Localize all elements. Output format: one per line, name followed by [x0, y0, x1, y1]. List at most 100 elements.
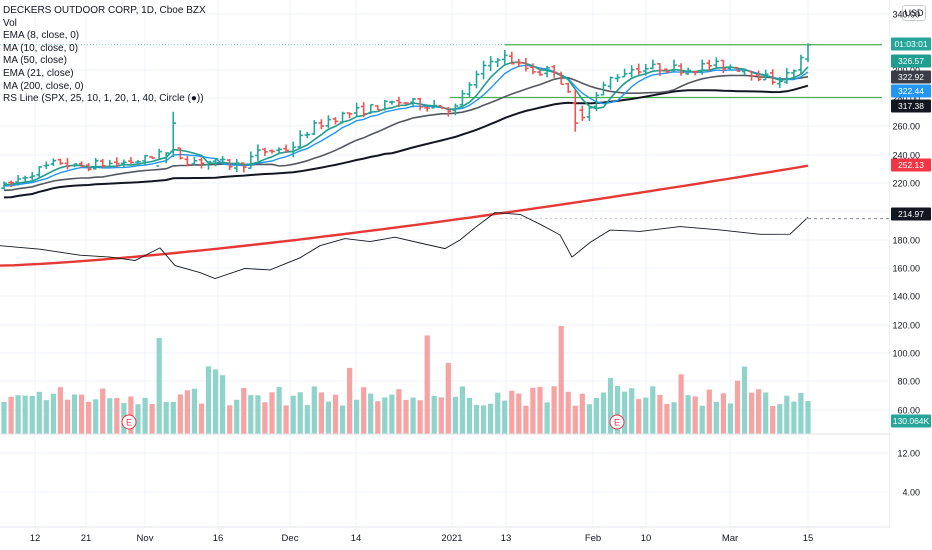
- time-tick-label: Mar: [722, 533, 738, 544]
- legend-vol[interactable]: Vol: [3, 17, 17, 29]
- price-scale[interactable]: 340.00320.00300.00280.00260.00240.00220.…: [890, 0, 932, 535]
- legend-ema8[interactable]: EMA (8, close, 0): [3, 30, 80, 42]
- legend-ma50[interactable]: MA (50, close): [3, 55, 67, 67]
- volume-bar: [516, 393, 522, 434]
- volume-bar: [438, 397, 444, 434]
- volume-bar: [135, 404, 141, 434]
- volume-bar: [593, 397, 599, 434]
- time-tick-label: Nov: [137, 533, 154, 544]
- volume-bar: [431, 395, 437, 434]
- symbol-title[interactable]: DECKERS OUTDOOR CORP, 1D, Cboe BZX: [3, 5, 206, 16]
- volume-bar: [650, 386, 656, 434]
- price-tick-label: 180.00: [892, 236, 920, 246]
- volume-bar: [495, 392, 501, 434]
- volume-bar: [86, 401, 92, 434]
- price-tick-label: 260.00: [892, 122, 920, 132]
- volume-bar: [791, 401, 797, 434]
- legend-ma10[interactable]: MA (10, close, 0): [3, 42, 79, 54]
- volume-bar: [805, 401, 811, 434]
- volume-bar: [15, 395, 21, 434]
- volume-bar: [283, 405, 289, 434]
- volume-bar: [170, 402, 176, 434]
- volume-bar: [777, 404, 783, 434]
- volume-bar: [191, 388, 197, 434]
- price-badge-label: 326.57: [898, 56, 924, 66]
- volume-bar: [756, 389, 762, 434]
- volume-bar: [459, 386, 465, 434]
- ema21-line: [3, 84, 809, 199]
- time-tick-label: Feb: [585, 533, 601, 544]
- price-badge-label: 317.38: [898, 101, 924, 111]
- volume-bar: [234, 399, 240, 434]
- volume-bar: [607, 377, 614, 434]
- volume-bar: [466, 397, 473, 434]
- volume-bar: [22, 395, 28, 434]
- volume-bar: [114, 398, 120, 434]
- volume-bar: [488, 403, 494, 434]
- legend-ema21[interactable]: EMA (21, close): [3, 67, 74, 79]
- volume-bar: [749, 392, 755, 434]
- price-tick-label: 160.00: [892, 264, 920, 274]
- volume-bar: [382, 397, 388, 434]
- volume-bar: [332, 394, 339, 434]
- volume-bar: [241, 388, 247, 434]
- volume-bar: [184, 390, 190, 434]
- volume-bar: [93, 399, 99, 434]
- volume-bar: [784, 395, 790, 434]
- earnings-marker: [609, 414, 625, 430]
- volume-bar: [692, 396, 698, 434]
- volume-bar: [375, 401, 381, 434]
- volume-bar: [276, 387, 282, 434]
- time-tick-label: 16: [213, 533, 224, 544]
- volume-bar: [29, 396, 35, 434]
- volume-bar: [473, 404, 480, 434]
- volume-bar: [664, 404, 670, 434]
- volume-bar: [565, 391, 571, 434]
- volume-bar: [727, 403, 733, 434]
- volume-bar: [163, 401, 169, 434]
- ma50-line: [3, 74, 809, 192]
- volume-bar: [311, 386, 317, 434]
- price-badge-label: 252.13: [898, 160, 924, 170]
- volume-bar: [156, 337, 162, 434]
- volume-bar: [396, 389, 402, 434]
- legend: DECKERS OUTDOOR CORP, 1D, Cboe BZX Vol E…: [3, 5, 206, 106]
- volume-bar: [530, 387, 536, 434]
- price-badge: [891, 84, 931, 98]
- volume-bar: [770, 406, 776, 434]
- price-tick-label: 60.00: [897, 406, 920, 416]
- volume-bar: [798, 392, 804, 434]
- volume-bar: [763, 392, 769, 434]
- volume-bar: [213, 369, 219, 434]
- volume-bar: [558, 326, 564, 434]
- volume-bar: [481, 405, 487, 434]
- volume-bar: [671, 402, 677, 434]
- volume-bar: [713, 401, 719, 434]
- volume-bar: [325, 401, 331, 434]
- currency-button[interactable]: USD: [902, 5, 926, 21]
- price-tick-label: 80.00: [897, 377, 920, 387]
- volume-bar: [699, 405, 705, 434]
- price-badge-label: 322.44: [898, 86, 924, 96]
- earnings-label: E: [614, 418, 620, 428]
- legend-rs-line[interactable]: RS Line (SPX, 25, 10, 1, 20, 1, 40, Circ…: [3, 93, 204, 105]
- volume-bar: [8, 396, 14, 434]
- volume-bar: [657, 395, 663, 434]
- volume-bar: [403, 399, 409, 434]
- price-tick-label: 4.00: [902, 488, 920, 498]
- volume-bar: [720, 393, 726, 434]
- chart-area[interactable]: E E 12 21 Nov 16 Dec 14 2021 13 Feb 10 Mar 15: [0, 0, 890, 550]
- price-badge-label: 214.97: [898, 209, 924, 219]
- price-badge: [891, 414, 931, 428]
- legend-ma200[interactable]: MA (200, close, 0): [3, 80, 84, 92]
- time-tick-label: 21: [81, 533, 92, 544]
- rs-line: [0, 212, 809, 279]
- volume-bar: [368, 393, 374, 434]
- volume-bar: [149, 404, 155, 434]
- volume-bar: [410, 397, 416, 434]
- time-tick-label: 10: [641, 533, 652, 544]
- chart-canvas[interactable]: E E 12 21 Nov 16 Dec 14 2021 13 Feb 10 Mar 15: [0, 0, 890, 550]
- volume-bar: [43, 400, 49, 434]
- volume-bar: [205, 366, 212, 434]
- volume-bar: [741, 366, 748, 434]
